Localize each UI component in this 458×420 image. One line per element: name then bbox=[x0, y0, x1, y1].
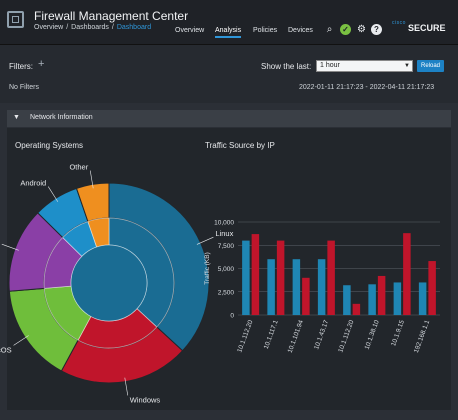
traffic-chart-title: Traffic Source by IP bbox=[205, 141, 275, 150]
cisco-logo: cisco bbox=[392, 20, 406, 26]
y-tick-label: 2,500 bbox=[218, 289, 235, 296]
bar-blue-7[interactable] bbox=[418, 282, 427, 315]
x-tick-label: 10.1.43.17 bbox=[313, 319, 330, 351]
breadcrumb-separator: / bbox=[66, 24, 69, 31]
filters-label: Filters: bbox=[9, 62, 33, 71]
bar-red-5[interactable] bbox=[377, 275, 386, 315]
bar-blue-3[interactable] bbox=[317, 259, 326, 315]
app-title: Firewall Management Center bbox=[34, 9, 189, 23]
breadcrumb: Overview / Dashboards / Dashboard bbox=[34, 24, 151, 31]
pie-leader-line bbox=[13, 335, 29, 346]
x-tick-label: 10.1.112.20 bbox=[337, 319, 355, 354]
pie-label-macos: MacOS bbox=[0, 345, 12, 354]
x-tick-label: 10.1.112.20 bbox=[236, 319, 254, 354]
time-range-value: 1 hour bbox=[320, 62, 340, 69]
bar-red-0[interactable] bbox=[251, 234, 260, 315]
pie-label-windows: Windows bbox=[130, 395, 161, 404]
pie-leader-line bbox=[1, 243, 19, 251]
nav-overview[interactable]: Overview bbox=[175, 27, 205, 34]
reload-button[interactable]: Reload bbox=[417, 60, 444, 72]
pie-leader-line bbox=[89, 170, 94, 189]
breadcrumb-separator: / bbox=[111, 24, 114, 31]
nav-analysis[interactable]: Analysis bbox=[215, 27, 242, 38]
breadcrumb-current[interactable]: Dashboard bbox=[116, 24, 152, 31]
search-icon[interactable]: ⌕ bbox=[326, 24, 333, 35]
no-filters-text: No Filters bbox=[9, 84, 39, 91]
x-tick-label: 10.1.117.1 bbox=[263, 319, 280, 350]
time-range-select[interactable]: 1 hour ▼ bbox=[316, 60, 413, 72]
pie-label-linux: Linux bbox=[215, 229, 233, 238]
bar-red-1[interactable] bbox=[276, 240, 285, 315]
pie-label-android: Android bbox=[20, 179, 46, 188]
add-filter-icon[interactable]: + bbox=[38, 58, 45, 70]
network-info-panel-header[interactable] bbox=[7, 110, 451, 127]
pie-label-other: Other bbox=[69, 163, 88, 172]
pie-slice-windows[interactable] bbox=[60, 308, 184, 384]
chevron-down-icon: ▼ bbox=[404, 63, 410, 69]
pie-slice-other[interactable] bbox=[75, 182, 110, 248]
y-tick-label: 5,000 bbox=[218, 266, 235, 273]
gear-icon[interactable]: ⚙ bbox=[357, 24, 366, 35]
date-range-text: 2022-01-11 21:17:23 - 2022-04-11 21:17:2… bbox=[299, 84, 435, 91]
y-tick-label: 7,500 bbox=[218, 243, 235, 250]
donut-inner-ring bbox=[70, 244, 148, 322]
y-axis-label: Traffic (KB) bbox=[204, 252, 211, 285]
fmc-logo-icon bbox=[7, 11, 24, 28]
pie-leader-line bbox=[47, 186, 59, 202]
collapse-caret-icon[interactable]: ▼ bbox=[13, 114, 20, 121]
bar-blue-2[interactable] bbox=[292, 259, 301, 315]
x-tick-label: 10.1.9.15 bbox=[390, 319, 406, 347]
x-tick-label: 10.1.101.94 bbox=[287, 319, 305, 354]
breadcrumb-overview[interactable]: Overview bbox=[34, 24, 64, 31]
x-tick-label: 192.168.1.1 bbox=[413, 319, 431, 354]
bar-blue-5[interactable] bbox=[368, 284, 376, 315]
bar-red-2[interactable] bbox=[302, 277, 310, 315]
bar-blue-4[interactable] bbox=[343, 285, 351, 315]
bar-red-6[interactable] bbox=[403, 233, 411, 315]
y-tick-label: 10,000 bbox=[214, 220, 234, 227]
pie-leader-line bbox=[196, 236, 214, 245]
bar-blue-1[interactable] bbox=[267, 259, 275, 315]
x-tick-label: 10.1.38.10 bbox=[364, 319, 381, 351]
brand-secure: SECURE bbox=[408, 23, 446, 33]
show-last-label: Show the last: bbox=[261, 62, 312, 71]
os-chart-title: Operating Systems bbox=[15, 141, 84, 150]
y-tick-label: 0 bbox=[230, 313, 234, 320]
bar-red-3[interactable] bbox=[327, 240, 335, 315]
nav-devices[interactable]: Devices bbox=[288, 27, 313, 34]
pie-leader-line bbox=[124, 377, 129, 396]
donut-center bbox=[71, 245, 147, 321]
bar-red-4[interactable] bbox=[352, 303, 361, 315]
health-status-icon[interactable]: ✓ bbox=[340, 24, 351, 35]
bar-blue-6[interactable] bbox=[393, 282, 402, 315]
breadcrumb-dashboards[interactable]: Dashboards bbox=[71, 24, 109, 31]
bar-blue-0[interactable] bbox=[242, 240, 250, 315]
nav-policies[interactable]: Policies bbox=[253, 27, 278, 34]
panel-title: Network Information bbox=[30, 114, 93, 121]
bar-red-7[interactable] bbox=[428, 261, 436, 315]
help-icon[interactable]: ? bbox=[371, 24, 382, 35]
filter-bar bbox=[0, 45, 458, 103]
